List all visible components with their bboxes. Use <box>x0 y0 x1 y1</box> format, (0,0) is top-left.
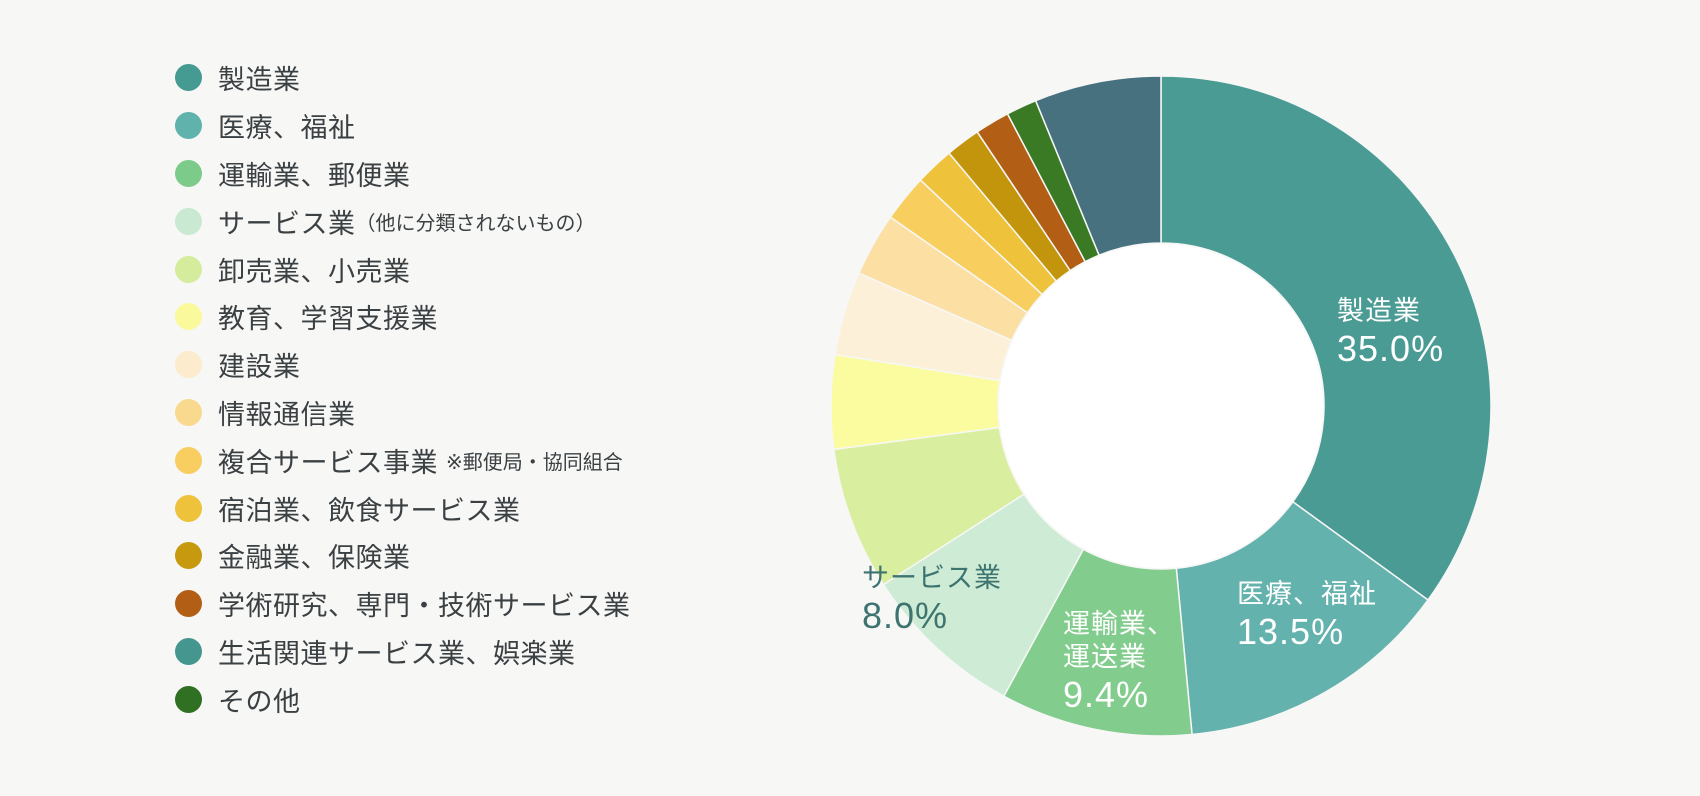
legend-item-12: 学術研究、専門・技術サービス業 <box>175 580 631 628</box>
legend-dot-icon <box>175 303 202 331</box>
legend-item-1: 製造業 <box>175 54 631 102</box>
legend-dot-icon <box>175 446 202 474</box>
legend-dot-icon <box>175 159 202 187</box>
legend-dot-icon <box>175 112 202 140</box>
slice-callout-2: 医療、福祉 13.5% <box>1237 578 1377 652</box>
legend-item-13: 生活関連サービス業、娯楽業 <box>175 628 631 676</box>
legend-item-9: 複合サービス事業 ※郵便局・協同組合 <box>175 436 631 484</box>
callout-name-line: 運送業 <box>1063 642 1147 672</box>
donut-slice-2 <box>1175 500 1430 736</box>
legend-label: 教育、学習支援業 <box>218 304 438 335</box>
legend-label: サービス業 <box>218 208 356 239</box>
callout-name-line: 医療、福祉 <box>1237 579 1377 609</box>
legend-dot-icon <box>175 398 202 426</box>
legend-dot-icon <box>175 64 202 92</box>
callout-name-line: 製造業 <box>1337 296 1421 326</box>
callout-name-line: 運輸業、 <box>1063 609 1175 639</box>
donut-slice-1 <box>1160 75 1492 602</box>
legend-item-8: 情報通信業 <box>175 389 631 437</box>
legend-item-5: 卸売業、小売業 <box>175 245 631 293</box>
legend-label: 卸売業、小売業 <box>218 256 411 287</box>
legend-note: ※郵便局・協同組合 <box>446 451 623 474</box>
callout-percent: 13.5% <box>1237 611 1345 652</box>
callout-name-line: サービス業 <box>862 563 1002 593</box>
legend-label: 学術研究、専門・技術サービス業 <box>218 591 631 622</box>
legend-dot-icon <box>175 255 202 283</box>
legend-dot-icon <box>175 590 202 618</box>
legend-label: 医療、福祉 <box>218 113 356 144</box>
legend-label: 建設業 <box>218 352 301 383</box>
legend-item-11: 金融業、保険業 <box>175 532 631 580</box>
legend-item-10: 宿泊業、飲食サービス業 <box>175 484 631 532</box>
legend-item-6: 教育、学習支援業 <box>175 293 631 341</box>
legend-label: 複合サービス事業 <box>218 447 438 478</box>
legend-label: 運輸業、郵便業 <box>218 160 411 191</box>
callout-percent: 9.4% <box>1063 674 1150 715</box>
legend-dot-icon <box>175 685 202 713</box>
legend-label: 情報通信業 <box>218 399 356 430</box>
legend-dot-icon <box>175 207 202 235</box>
donut-hole <box>999 244 1323 568</box>
legend-label: 宿泊業、飲食サービス業 <box>218 495 521 526</box>
legend-item-3: 運輸業、郵便業 <box>175 150 631 198</box>
legend-label: 金融業、保険業 <box>218 543 411 574</box>
donut-slice-14 <box>1034 75 1162 257</box>
legend-dot-icon <box>175 542 202 570</box>
slice-callout-3: 運輸業、 運送業 9.4% <box>1063 608 1175 715</box>
legend-item-14: その他 <box>175 675 631 723</box>
callout-percent: 35.0% <box>1337 328 1445 369</box>
legend-note: （他に分類されないもの） <box>355 212 596 235</box>
legend-dot-icon <box>175 494 202 522</box>
slice-callout-4: サービス業 8.0% <box>862 562 1002 636</box>
legend-item-2: 医療、福祉 <box>175 102 631 150</box>
legend-label: 生活関連サービス業、娯楽業 <box>218 638 576 669</box>
slice-callout-1: 製造業 35.0% <box>1337 295 1444 369</box>
legend-label: 製造業 <box>218 65 301 96</box>
legend-dot-icon <box>175 637 202 665</box>
legend-item-7: 建設業 <box>175 341 631 389</box>
legend-item-4: サービス業 （他に分類されないもの） <box>175 197 631 245</box>
callout-percent: 8.0% <box>862 595 949 636</box>
legend-dot-icon <box>175 351 202 379</box>
chart-legend: 製造業 医療、福祉 運輸業、郵便業 サービス業 （他に分類されないもの） 卸売業、小売業教… <box>175 54 631 723</box>
legend-label: その他 <box>218 686 301 717</box>
